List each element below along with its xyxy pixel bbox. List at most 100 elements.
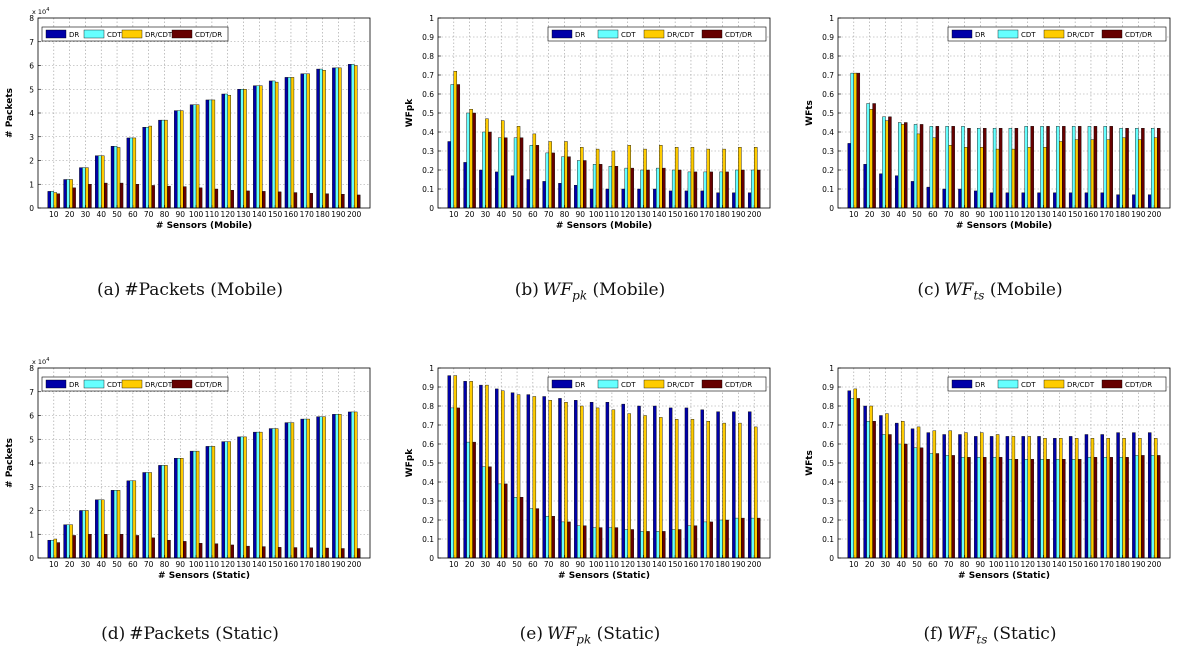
legend-swatch-cdt [83,379,105,389]
bar-dr [526,179,531,209]
bar-dr-cdt [643,415,647,559]
bar-cdt-dr [1125,127,1129,209]
bar-dr-cdt [948,430,952,559]
bar-dr-cdt [980,146,984,209]
x-tick-label: 130 [636,560,651,569]
y-tick-label: 0.2 [422,166,434,175]
bar-cdt-dr [1030,126,1034,209]
x-tick-label: 40 [496,560,506,569]
y-tick-label: 0 [29,204,34,213]
bar-dr-cdt [53,192,58,209]
bar-cdt-dr [535,145,540,209]
y-tick-label: 8 [29,14,34,23]
bar-dr-cdt [485,118,489,209]
y-tick-label: 1 [829,364,834,373]
x-tick-label: 70 [544,560,554,569]
x-tick-label: 100 [989,560,1004,569]
bar-cdt-dr [472,112,476,209]
y-tick-label: 0.2 [822,166,834,175]
legend-swatch-dr-cdt [1043,379,1065,389]
bar-dr-cdt [753,426,758,559]
bar-dr [684,190,689,209]
legend-swatch-dr [551,379,573,389]
bar-cdt [450,407,455,559]
legend-swatch-cdt [597,379,619,389]
x-tick-label: 190 [1131,210,1146,219]
bar-cdt-dr [872,103,876,209]
x-tick-label: 130 [1036,560,1051,569]
bar-dr-cdt [69,524,73,559]
bar-dr [910,428,915,559]
bar-dr [574,184,578,209]
bar-dr [542,181,546,209]
bar-dr-cdt [227,94,231,209]
y-tick-label: 0.5 [822,109,834,118]
bar-dr [142,127,146,209]
bar-dr [526,394,531,559]
caption-b: (b) WFpk (Mobile) [514,280,666,303]
y-axis-label: WFts [805,450,815,476]
y-tick-label: 8 [29,364,34,373]
x-tick-label: 170 [700,210,715,219]
bar-dr-cdt [243,89,247,209]
x-tick-label: 10 [449,210,459,219]
legend-label: DR [975,31,985,39]
bar-cdt-dr [983,127,987,209]
y-tick-label: 0.7 [822,71,834,80]
x-tick-label: 10 [49,210,59,219]
bar-cdt [929,453,934,559]
legend-swatch-dr-cdt [643,379,665,389]
legend-label: DR/CDT [145,381,173,389]
bar-cdt [129,480,134,559]
x-tick-label: 100 [589,210,604,219]
bar-dr-cdt [690,419,695,559]
legend-swatch-dr [45,29,67,39]
x-tick-label: 70 [144,210,154,219]
bar-cdt-dr [1062,126,1066,209]
bar-dr [316,416,320,559]
x-tick-label: 150 [1068,560,1083,569]
x-tick-label: 180 [1115,210,1130,219]
bar-dr-cdt [290,77,295,209]
bar-dr-cdt [659,417,663,559]
bar-dr-cdt [916,133,921,209]
bar-cdt-dr [677,169,682,209]
bar-cdt-dr [341,194,345,209]
bar-dr-cdt [180,110,184,209]
x-tick-label: 60 [928,560,938,569]
x-tick-label: 160 [684,210,699,219]
legend-label: DR/CDT [667,381,695,389]
x-tick-label: 160 [1084,560,1099,569]
bar-dr-cdt [353,65,358,209]
bar-dr-cdt [674,419,679,559]
bar-cdt-dr [56,542,61,559]
legend-swatch-dr-cdt [121,29,143,39]
bar-cdt [98,155,102,209]
bar-cdt-dr [919,124,924,209]
legend-label: DR/CDT [667,31,695,39]
bar-cdt [1008,127,1013,209]
bar-cdt-dr [198,543,203,559]
bar-cdt-dr [725,171,729,209]
bar-dr-cdt [1138,139,1142,209]
bar-dr [910,181,915,209]
bar-cdt [913,124,918,209]
bar-cdt [640,169,644,209]
bar-dr-cdt [195,450,200,559]
bar-dr [1021,192,1025,209]
bar-cdt [177,458,181,559]
x-tick-label: 60 [128,210,138,219]
bar-cdt-dr [872,420,876,559]
bar-cdt-dr [693,171,698,209]
bar-dr [110,490,115,559]
bar-cdt-dr [456,407,461,559]
bar-dr [847,143,852,209]
bar-cdt-dr [246,190,250,209]
bar-cdt-dr [567,156,571,209]
bar-cdt [945,455,949,559]
bar-cdt [319,416,323,559]
bar-cdt-dr [151,185,155,209]
bar-dr [542,396,546,559]
bar-cdt [192,104,197,209]
